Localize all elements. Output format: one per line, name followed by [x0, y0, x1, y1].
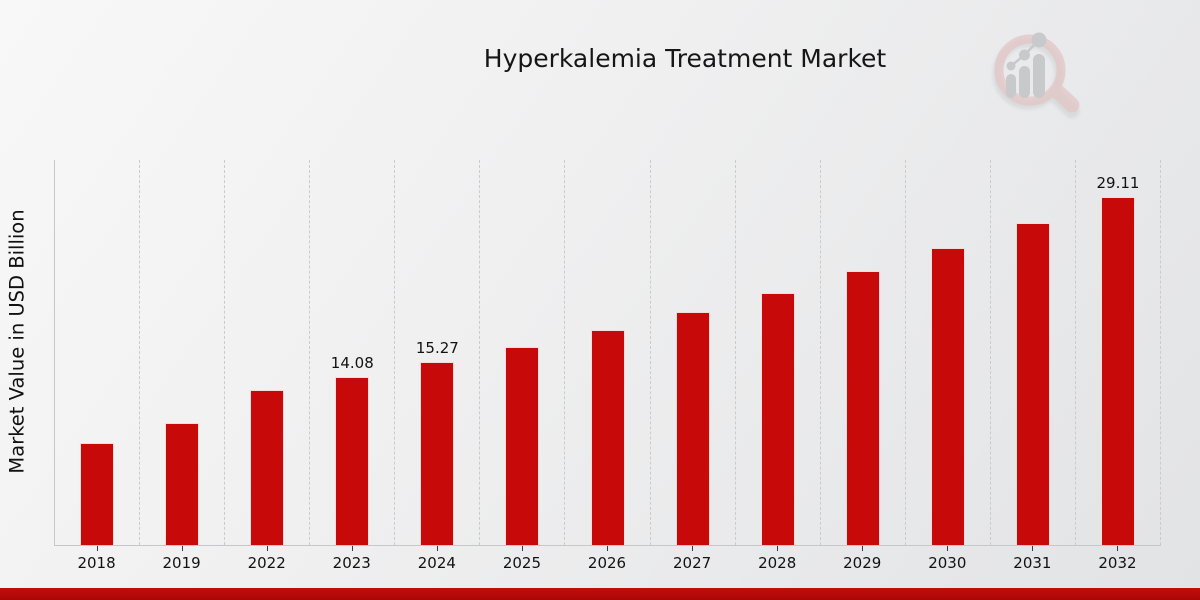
x-axis-cell: 2023	[309, 546, 394, 572]
x-axis-cell: 2022	[224, 546, 309, 572]
bar-2022	[250, 389, 285, 545]
x-axis: 2018 2019 2022 2023 2024 2025 2026 2027 2028 2029…	[54, 546, 1160, 572]
x-tick-label: 2022	[247, 554, 286, 572]
category-column	[565, 160, 651, 545]
axis-tick	[607, 546, 608, 551]
category-column	[991, 160, 1076, 545]
category-column	[140, 160, 226, 545]
bar-value-label: 15.27	[415, 339, 459, 358]
x-tick-label: 2032	[1098, 554, 1137, 572]
x-axis-cell: 2028	[735, 546, 820, 572]
category-column: 14.08	[310, 160, 396, 545]
bar-2030	[930, 247, 965, 545]
axis-tick	[862, 546, 864, 551]
x-tick-label: 2025	[502, 554, 542, 572]
bar-2019	[165, 423, 200, 545]
plot-area: 14.08 15.27 29.11	[54, 160, 1162, 546]
category-column	[821, 160, 906, 545]
bar-value-label: 14.08	[330, 353, 374, 372]
bar-2028	[760, 292, 795, 545]
axis-tick	[266, 546, 268, 551]
axis-tick	[947, 546, 949, 551]
x-axis-cell: 2018	[54, 546, 139, 572]
magnifier-bar-chart-icon	[992, 32, 1080, 119]
footer-accent-bar	[0, 588, 1200, 600]
bar-2025	[505, 346, 540, 545]
x-tick-label: 2027	[672, 554, 712, 572]
bar-value-label: 29.11	[1096, 173, 1140, 192]
x-axis-cell: 2019	[139, 546, 224, 572]
x-axis-cell: 2024	[394, 546, 479, 572]
bar-2032	[1100, 196, 1135, 545]
x-axis-cell: 2027	[650, 546, 735, 572]
bar-2031	[1015, 223, 1050, 545]
x-tick-label: 2026	[587, 554, 627, 572]
bar-2026	[590, 330, 625, 545]
x-axis-cell: 2026	[564, 546, 649, 572]
x-axis-cell: 2031	[990, 546, 1075, 572]
x-tick-label: 2019	[162, 554, 201, 572]
category-column	[55, 160, 141, 545]
category-column	[651, 160, 736, 545]
axis-tick	[692, 546, 694, 551]
x-tick-label: 2030	[928, 554, 967, 572]
bar-2024	[420, 362, 455, 545]
bar-2027	[675, 312, 710, 545]
x-axis-cell: 2029	[820, 546, 905, 572]
axis-tick	[1032, 546, 1034, 551]
category-column	[480, 160, 566, 545]
y-axis-label: Market Value in USD Billion	[5, 209, 29, 474]
bar-2018	[80, 443, 115, 545]
axis-tick	[436, 546, 438, 551]
category-column	[906, 160, 991, 545]
x-axis-cell: 2032	[1075, 546, 1160, 572]
magnifier-ring	[994, 34, 1080, 113]
bar-2023	[335, 376, 370, 545]
axis-tick	[521, 546, 523, 551]
chart-title: Hyperkalemia Treatment Market	[483, 44, 887, 73]
x-tick-label: 2018	[77, 554, 116, 572]
logo-trend-bars	[1006, 32, 1047, 98]
x-tick-label: 2024	[417, 554, 456, 572]
x-tick-label: 2029	[843, 554, 882, 572]
axis-tick	[351, 546, 353, 551]
x-axis-cell: 2030	[905, 546, 990, 572]
x-axis-cell: 2025	[479, 546, 564, 572]
bar-2029	[845, 271, 880, 545]
category-column: 29.11	[1076, 160, 1162, 545]
category-column	[225, 160, 311, 545]
x-tick-label: 2028	[758, 554, 797, 572]
axis-tick	[777, 546, 779, 551]
x-tick-label: 2031	[1013, 554, 1052, 572]
axis-tick	[181, 546, 183, 551]
axis-tick	[1117, 546, 1119, 551]
category-column	[736, 160, 821, 545]
brand-logo	[988, 24, 1088, 128]
axis-tick	[96, 546, 98, 551]
category-column: 15.27	[395, 160, 481, 545]
x-tick-label: 2023	[332, 554, 371, 572]
